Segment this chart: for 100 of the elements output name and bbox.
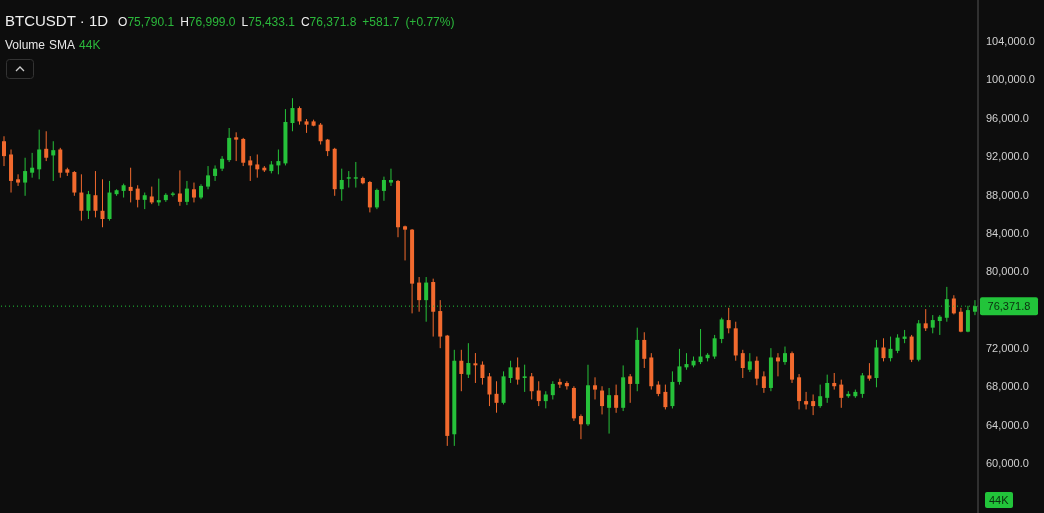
candlestick: [297, 105, 302, 126]
candlestick: [663, 384, 668, 410]
candlestick: [318, 122, 323, 145]
candlestick: [72, 170, 77, 197]
y-tick-label: 104,000.0: [986, 35, 1035, 48]
y-tick-label: 88,000.0: [986, 188, 1029, 201]
candlestick: [740, 349, 745, 379]
candlestick: [339, 168, 344, 202]
y-tick-label: 92,000.0: [986, 150, 1029, 163]
candlestick: [459, 349, 464, 392]
candlestick: [550, 380, 555, 400]
candlestick: [417, 276, 422, 313]
candlestick: [2, 135, 6, 167]
candlestick: [290, 97, 295, 132]
candlestick: [276, 148, 281, 175]
candlestick: [564, 380, 569, 391]
annotation: Volume SMA 44K: [5, 38, 101, 52]
candlestick: [255, 153, 260, 179]
candlestick: [346, 170, 351, 189]
candlestick: [100, 178, 105, 228]
text: O75,790.1 H76,999.0 L75,433.1 C76,371.8 +581.7 (+0.77%): [118, 15, 455, 29]
candlestick: [930, 314, 935, 334]
candlestick: [248, 155, 253, 182]
candlestick: [818, 384, 823, 409]
candlestick: [234, 131, 239, 162]
candlestick: [374, 188, 379, 210]
candlestick: [888, 336, 893, 362]
y-tick-label: 72,000.0: [986, 341, 1029, 354]
candlestick: [184, 180, 189, 206]
candlestick: [522, 364, 527, 393]
y-tick-label: 100,000.0: [986, 73, 1035, 86]
candlestick: [515, 356, 520, 386]
candlestick: [677, 348, 682, 386]
candlestick: [473, 352, 478, 384]
candlestick: [839, 379, 844, 409]
candlestick: [958, 307, 963, 333]
candlestick: [79, 173, 84, 222]
candlestick: [895, 333, 900, 354]
candlestick: [860, 372, 865, 399]
text: 44K: [985, 492, 1013, 508]
candlestick: [937, 314, 942, 336]
candlestick: [578, 413, 583, 440]
candlestick: [782, 346, 787, 366]
candlestick: [825, 374, 830, 404]
candlestick: [51, 140, 56, 182]
candlestick: [135, 184, 140, 208]
candlestick: [58, 147, 63, 179]
candlestick: [909, 334, 914, 363]
candlestick: [37, 129, 42, 180]
candlestick: [775, 352, 780, 377]
candlestick: [177, 169, 182, 207]
ref-line-label: 76,371.8: [987, 300, 1031, 313]
candlestick: [600, 385, 605, 415]
candlestick: [403, 225, 408, 261]
candlestick: [30, 152, 35, 179]
candlestick: [128, 167, 133, 203]
candlestick: [213, 164, 218, 182]
y-tick-label: 80,000.0: [986, 265, 1029, 278]
candlestick: [797, 373, 802, 410]
candlestick: [719, 317, 724, 344]
candlestick: [754, 356, 759, 386]
candlestick: [698, 328, 703, 365]
candlestick: [480, 360, 485, 386]
candlestick: [494, 380, 499, 414]
candlestick: [227, 127, 232, 163]
candlestick: [241, 137, 246, 167]
y-tick-label: 64,000.0: [986, 418, 1029, 431]
candlestick: [761, 370, 766, 394]
y-tick-label: 60,000.0: [986, 457, 1029, 470]
candlestick: [614, 384, 619, 414]
candlestick: [86, 190, 91, 220]
candlestick: [206, 165, 211, 190]
candlestick: [607, 387, 612, 435]
candlestick: [508, 360, 513, 384]
candlestick: [16, 173, 21, 187]
candlestick: [881, 337, 886, 362]
candlestick: [628, 373, 633, 404]
candlestick: [712, 334, 717, 360]
candlestick: [466, 342, 471, 379]
candlestick: [529, 372, 534, 400]
candlestick: [747, 352, 752, 373]
candlestick: [23, 157, 28, 197]
candlestick: [593, 376, 598, 400]
y-tick-label: 96,000.0: [986, 111, 1029, 124]
text: BTCUSDT · 1D: [5, 12, 109, 29]
y-tick-label: 84,000.0: [986, 226, 1029, 239]
candlestick: [642, 331, 647, 369]
candlestick: [811, 393, 816, 416]
candlestick: [923, 308, 928, 332]
candlestick: [536, 380, 541, 407]
y-tick-label: 68,000.0: [986, 380, 1029, 393]
candlestick: [381, 176, 386, 202]
candlestick: [191, 182, 196, 203]
candlestick: [93, 170, 98, 218]
candlestick: [804, 391, 809, 410]
candlestick: [353, 161, 358, 189]
candlestick: [487, 372, 492, 407]
candlestick: [726, 307, 731, 334]
candlestick: [388, 168, 393, 187]
candlestick: [44, 130, 49, 162]
